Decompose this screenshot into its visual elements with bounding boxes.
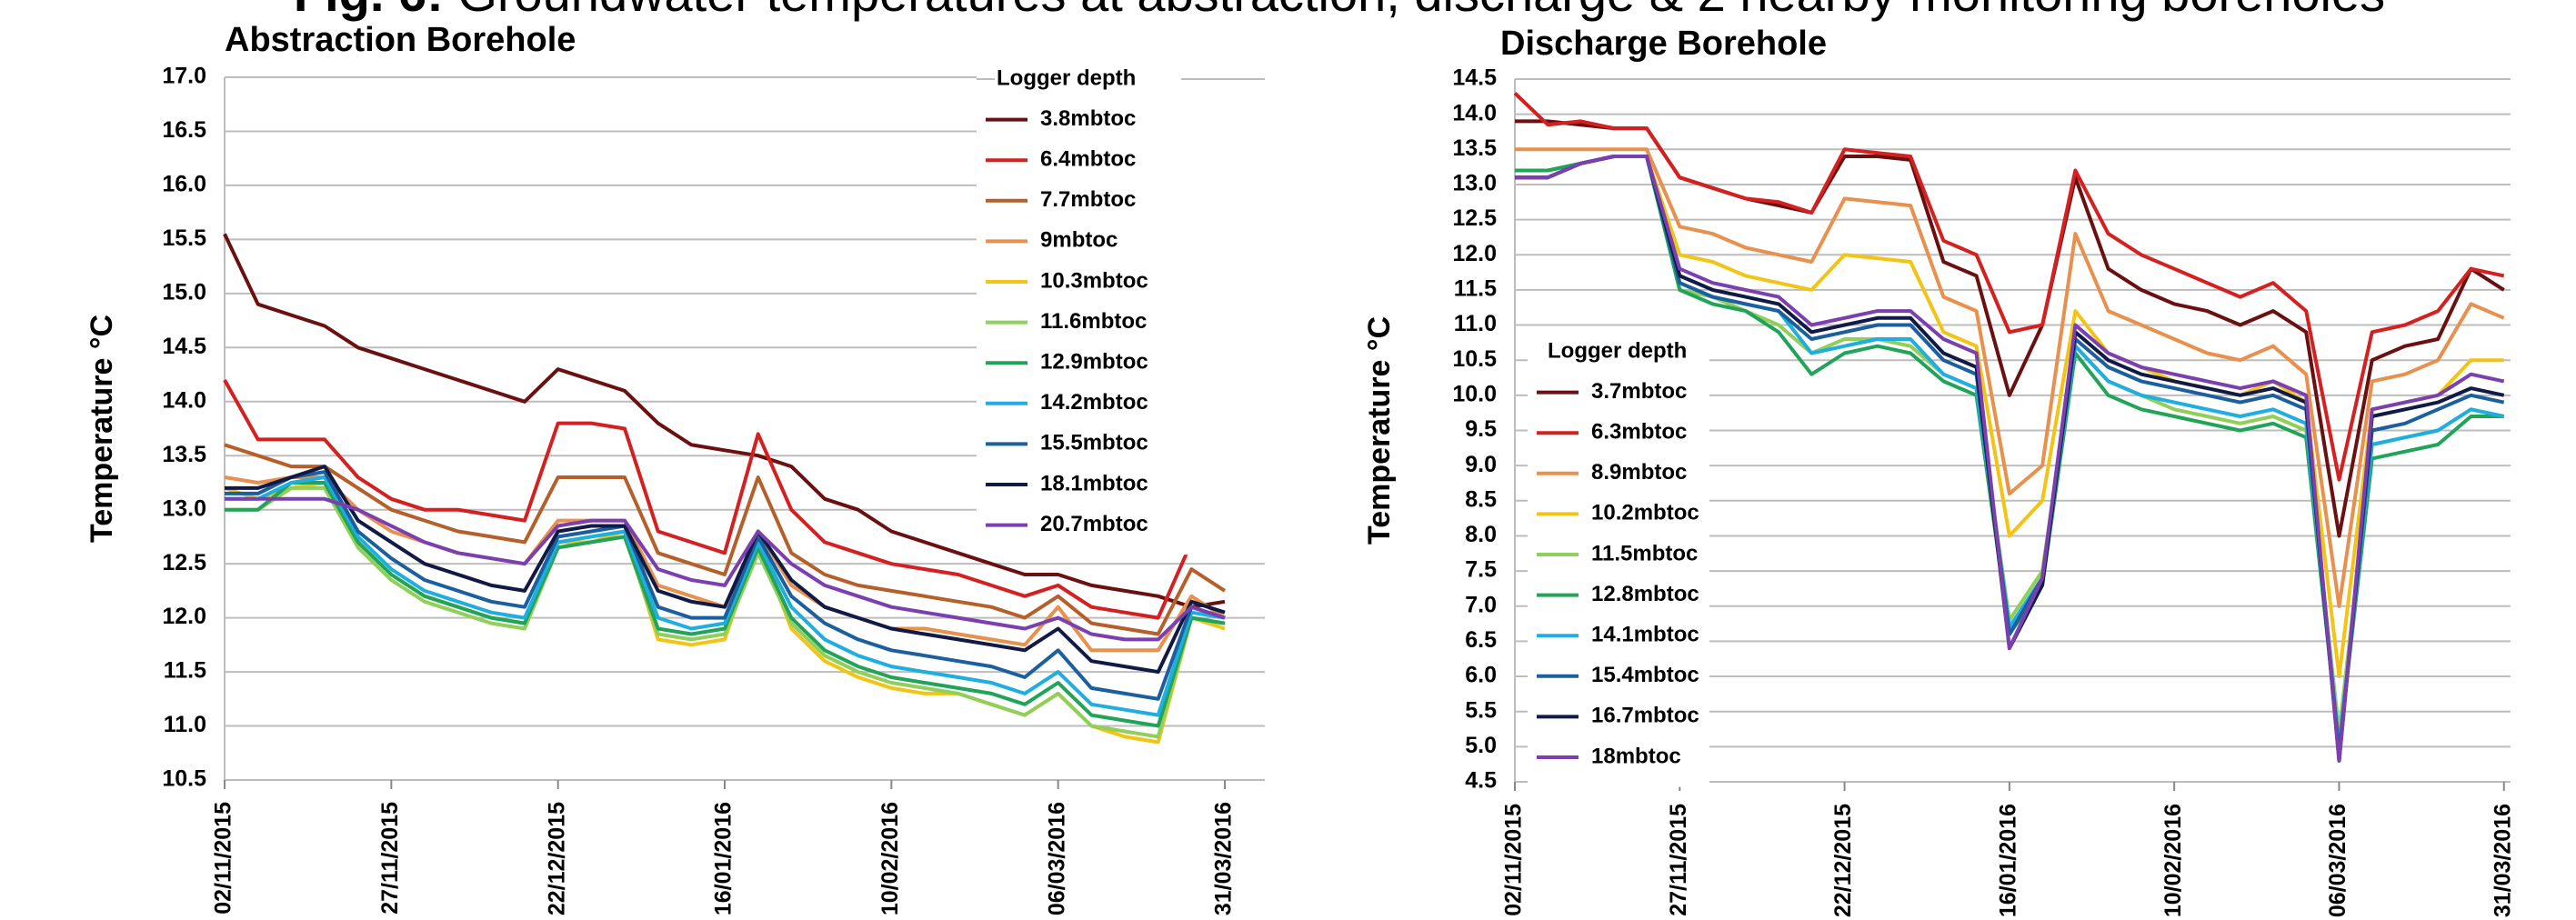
y-tick-label: 11.0 [1454,311,1497,336]
x-tick-label: 10/02/2016 [877,802,903,915]
series-line [223,379,1226,620]
x-tick-label: 31/03/2016 [1211,802,1237,915]
series-line [225,470,1226,701]
y-axis-label: Temperature °C [1362,316,1397,545]
series-line [1515,147,2505,608]
y-tick-label: 9.5 [1465,416,1497,442]
legend-label: 20.7mbtoc [1040,512,1148,536]
x-tick-label: 16/01/2016 [1995,804,2020,917]
y-tick-label: 8.5 [1465,486,1497,512]
x-tick-label: 22/12/2015 [544,802,569,915]
y-tick-label: 7.5 [1465,557,1497,583]
y-tick-label: 6.5 [1465,627,1497,653]
x-tick-label: 10/02/2016 [2160,804,2186,917]
legend-background [1528,332,1709,787]
x-tick-label: 06/03/2016 [1044,802,1069,915]
y-tick-label: 16.5 [162,117,206,143]
legend-title: Logger depth [997,65,1136,90]
chart-panel: Abstraction Borehole Temperature °C 10.5 11… [85,21,1265,915]
y-tick-label: 15.0 [162,279,206,305]
legend-label: 11.5mbtoc [1591,541,1698,565]
legend-label: 16.7mbtoc [1591,704,1699,728]
y-tick-label: 12.5 [1452,205,1497,231]
chart-title: Abstraction Borehole [225,21,576,59]
legend-background [977,59,1265,555]
legend: Logger depth 3.8mbtoc 6.4mbtoc 7.7mbtoc 9mbt… [977,59,1265,555]
y-tick-label: 14.5 [162,334,206,359]
legend-title: Logger depth [1548,338,1687,363]
y-tick-label: 7.0 [1465,592,1497,617]
y-tick-label: 10.0 [1452,381,1497,406]
legend-label: 6.4mbtoc [1040,147,1136,172]
x-tick-label: 27/11/2015 [1666,804,1691,916]
y-tick-label: 9.0 [1465,452,1497,477]
chart-panel: Discharge Borehole Temperature °C 4.5 5.0 5.… [1362,25,2515,917]
legend-label: 7.7mbtoc [1040,187,1136,212]
legend-label: 18.1mbtoc [1040,471,1148,495]
y-tick-label: 13.0 [162,495,206,521]
legend-label: 3.7mbtoc [1591,379,1687,404]
legend: Logger depth 3.7mbtoc 6.3mbtoc 8.9mbtoc 10.2… [1528,332,1709,787]
y-axis-label: Temperature °C [85,315,119,543]
legend-label: 11.6mbtoc [1040,309,1147,334]
series-line [1513,92,2505,482]
series-line [225,475,1226,717]
legend-label: 6.3mbtoc [1591,420,1687,445]
chart-title: Discharge Borehole [1500,25,1827,63]
y-tick-label: 14.0 [162,387,206,413]
series-line [225,496,1226,642]
legend-label: 12.8mbtoc [1591,582,1699,606]
legend-label: 10.2mbtoc [1591,501,1699,525]
y-tick-label: 8.0 [1465,522,1497,547]
y-tick-label: 10.5 [162,766,206,792]
series-line [1515,155,2504,678]
y-tick-label: 12.0 [1452,241,1497,266]
legend-label: 14.1mbtoc [1591,623,1699,647]
y-tick-label: 5.5 [1465,697,1497,723]
heading-label: Fig. 6: [294,0,444,22]
y-tick-label: 16.0 [162,172,206,197]
y-tick-label: 12.5 [162,550,206,575]
y-tick-label: 4.5 [1465,768,1497,794]
x-tick-label: 02/11/2015 [1501,804,1527,916]
y-tick-label: 12.0 [162,604,206,629]
y-tick-label: 13.5 [1452,135,1497,161]
series-line [223,233,1226,609]
y-tick-label: 17.0 [162,64,206,89]
y-tick-label: 13.5 [162,442,206,467]
legend-label: 10.3mbtoc [1040,268,1148,293]
figure-heading: Fig. 6: Groundwater temperatures at abst… [294,0,2385,22]
x-tick-label: 02/11/2015 [211,802,236,915]
y-tick-label: 15.5 [162,225,206,251]
series-line [225,485,1226,739]
y-tick-label: 11.5 [1454,276,1497,302]
y-tick-label: 14.0 [1452,100,1497,125]
legend-label: 3.8mbtoc [1040,106,1136,131]
y-tick-label: 11.5 [164,658,206,684]
heading-text: Groundwater temperatures at abstraction,… [457,0,2385,22]
legend-label: 14.2mbtoc [1040,390,1148,415]
x-tick-label: 06/03/2016 [2325,804,2350,917]
y-tick-label: 6.0 [1465,663,1497,688]
y-tick-label: 14.5 [1452,65,1497,91]
x-tick-label: 16/01/2016 [711,802,737,915]
y-tick-label: 10.5 [1452,346,1497,372]
legend-label: 8.9mbtoc [1591,460,1687,485]
x-tick-label: 31/03/2016 [2490,804,2515,917]
y-tick-label: 5.0 [1465,733,1497,758]
x-tick-label: 22/12/2015 [1830,804,1856,917]
series-line [225,481,1226,728]
legend-label: 18mbtoc [1591,744,1681,768]
y-tick-label: 11.0 [164,712,206,737]
series-line [224,443,1227,636]
series-line [225,465,1226,675]
legend-label: 12.9mbtoc [1040,350,1148,375]
series-line [1515,155,2505,763]
y-tick-label: 13.0 [1452,171,1497,196]
legend-label: 15.4mbtoc [1591,663,1699,687]
x-tick-label: 27/11/2015 [377,802,403,915]
legend-label: 9mbtoc [1040,228,1118,253]
legend-label: 15.5mbtoc [1040,431,1148,455]
